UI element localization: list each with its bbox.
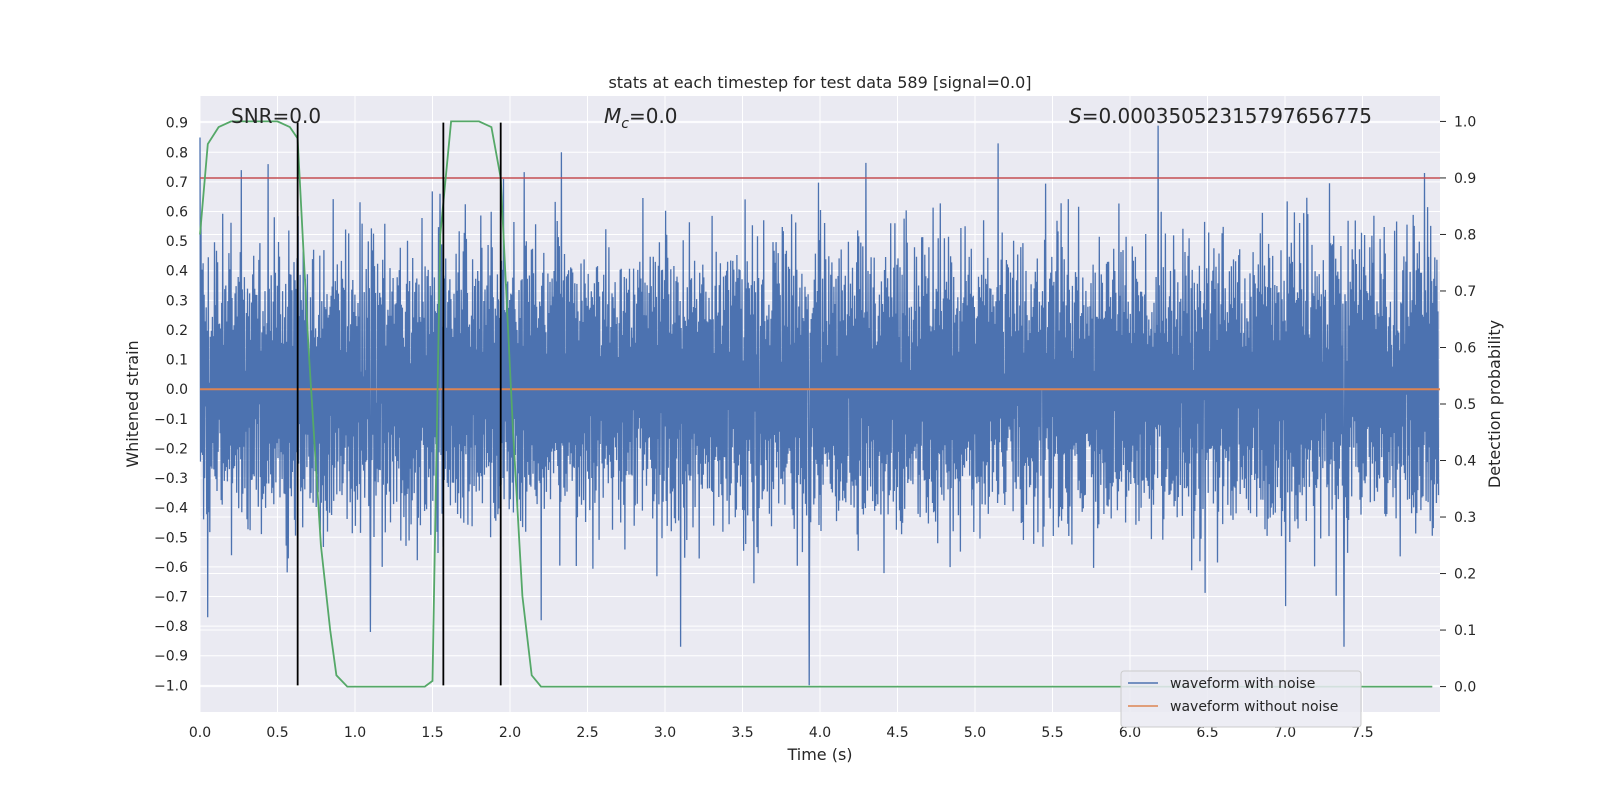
y2-tick-label: 0.9 [1454,171,1476,187]
legend-label-clean: waveform without noise [1170,699,1338,715]
y-tick-label: −0.8 [154,619,188,635]
x-tick-label: 7.0 [1274,725,1296,741]
x-tick-label: 2.5 [576,725,598,741]
chirp-mass-value: =0.0 [629,104,678,128]
x-tick-label: 1.0 [344,725,366,741]
y-tick-label: −0.1 [154,412,188,428]
y-tick-label: 0.5 [166,234,188,250]
y2-tick-label: 0.5 [1454,397,1476,413]
x-tick-label: 2.0 [499,725,521,741]
legend: waveform with noise waveform without noi… [1120,670,1362,728]
s-value: =0.00035052315797656775 [1082,104,1372,128]
x-tick-label: 5.0 [964,725,986,741]
x-ticks: 0.0 0.5 1.0 1.5 2.0 2.5 3.0 3.5 4.0 4.5 5.0 5.5 6.0 6… [189,725,1374,741]
y-tick-label: 0.0 [166,382,188,398]
legend-box [1120,670,1362,728]
chirp-mass-subscript: c [621,116,629,132]
y-tick-label: 0.4 [166,264,188,280]
y-tick-label: −0.6 [154,560,188,576]
chirp-mass-annotation: Mc=0.0 [604,104,678,132]
x-tick-label: 6.0 [1119,725,1141,741]
x-tick-label: 4.0 [809,725,831,741]
y-tick-label: 0.6 [166,205,188,221]
y-tick-label: −0.5 [154,530,188,546]
y2-tick-label: 0.1 [1454,623,1476,639]
x-tick-label: 3.5 [731,725,753,741]
y2-tick-label: 0.4 [1454,454,1476,470]
s-symbol: S [1069,104,1082,128]
y2-tick-label: 0.6 [1454,340,1476,356]
x-tick-label: 7.5 [1351,725,1373,741]
plot-area [199,120,1440,688]
series-waveform-with-noise [199,125,1440,686]
y-tick-label: 0.2 [166,323,188,339]
x-tick-label: 6.5 [1196,725,1218,741]
y-tick-label: 0.7 [166,175,188,191]
y-axis-label: Whitened strain [123,340,142,467]
y-tick-label: 0.9 [166,116,188,132]
y2-axis-label: Detection probability [1485,320,1504,488]
y-tick-label: −0.7 [154,590,188,606]
y2-tick-label: 0.2 [1454,567,1476,583]
x-tick-label: 0.0 [189,725,211,741]
x-tick-label: 0.5 [266,725,288,741]
x-tick-label: 5.5 [1041,725,1063,741]
x-tick-label: 3.0 [654,725,676,741]
x-tick-label: 4.5 [886,725,908,741]
y2-tick-label: 0.7 [1454,284,1476,300]
y-tick-label: −0.9 [154,649,188,665]
chart-title: stats at each timestep for test data 589… [608,73,1031,92]
x-tick-label: 1.5 [421,725,443,741]
y2-tick-label: 1.0 [1454,114,1476,130]
y2-tick-label: 0.0 [1454,680,1476,696]
x-axis-label: Time (s) [786,745,852,764]
y-tick-label: 0.1 [166,353,188,369]
y-tick-label: −0.3 [154,471,188,487]
snr-annotation: SNR=0.0 [231,104,321,128]
y2-ticks: 1.0 0.9 0.8 0.7 0.6 0.5 0.4 0.3 0.2 0.1 0.0 [1440,114,1476,696]
y-tick-label: −0.4 [154,501,188,517]
y2-tick-label: 0.3 [1454,510,1476,526]
s-annotation: S=0.00035052315797656775 [1069,104,1372,128]
chirp-mass-symbol: M [604,104,621,128]
series-detection-probability [199,120,1433,688]
y-tick-label: −0.2 [154,441,188,457]
legend-label-noise: waveform with noise [1170,676,1315,692]
y-tick-label: 0.3 [166,293,188,309]
y-ticks: 0.9 0.8 0.7 0.6 0.5 0.4 0.3 0.2 0.1 0.0 −0.1 −0.2 −0… [154,116,188,695]
y-tick-label: 0.8 [166,145,188,161]
y2-tick-label: 0.8 [1454,227,1476,243]
y-tick-label: −1.0 [154,678,188,694]
